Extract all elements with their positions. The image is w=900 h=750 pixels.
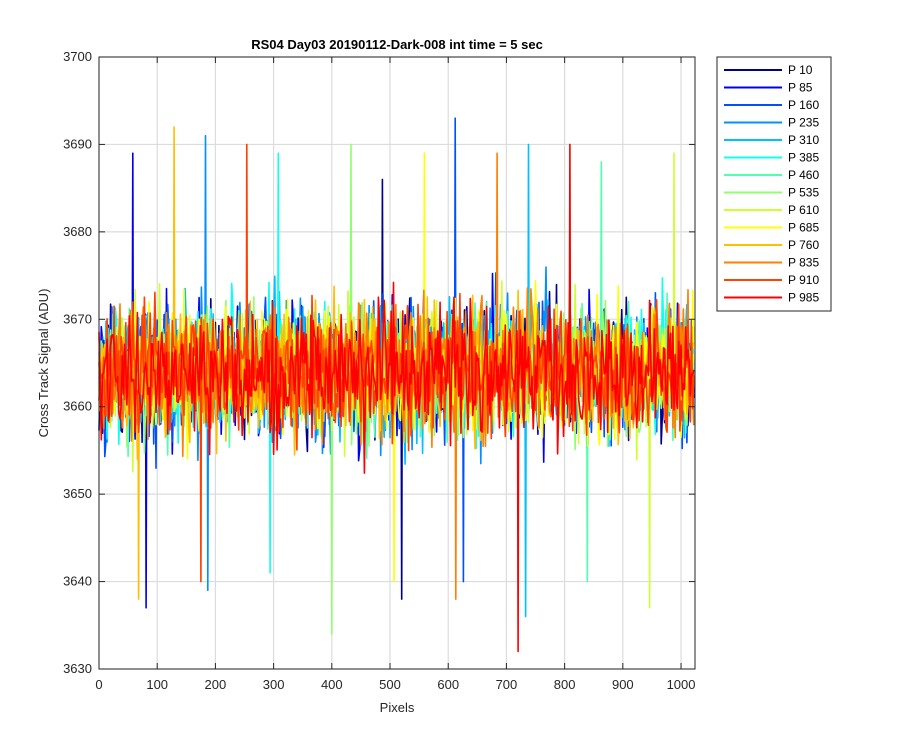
series-layer <box>98 117 695 653</box>
x-tick-label: 200 <box>205 677 227 692</box>
legend-label: P 610 <box>788 203 819 217</box>
legend-label: P 460 <box>788 168 819 182</box>
y-axis-label: Cross Track Signal (ADU) <box>36 289 51 438</box>
legend-label: P 160 <box>788 98 819 112</box>
y-tick-label: 3640 <box>63 574 92 589</box>
y-tick-label: 3660 <box>63 399 92 414</box>
legend: P 10 P 85 P 160 P 235 P 310 P 385 P 460 P 535 P … <box>716 56 832 312</box>
legend-box <box>716 56 832 312</box>
legend-label: P 535 <box>788 186 819 200</box>
legend-label: P 985 <box>788 291 819 305</box>
x-tick-label: 500 <box>379 677 401 692</box>
y-tick-label: 3630 <box>63 661 92 676</box>
y-tick-label: 3650 <box>63 486 92 501</box>
x-tick-label: 100 <box>146 677 168 692</box>
series-line-p-985 <box>98 143 695 653</box>
x-tick-label: 600 <box>437 677 459 692</box>
legend-label: P 760 <box>788 238 819 252</box>
y-tick-label: 3690 <box>63 136 92 151</box>
legend-label: P 835 <box>788 256 819 270</box>
y-tick-label: 3670 <box>63 311 92 326</box>
legend-label: P 385 <box>788 151 819 165</box>
y-tick-label: 3680 <box>63 224 92 239</box>
x-tick-label: 900 <box>612 677 634 692</box>
x-tick-label: 800 <box>554 677 576 692</box>
chart-title: RS04 Day03 20190112-Dark-008 int time = … <box>251 37 543 52</box>
legend-label: P 235 <box>788 116 819 130</box>
legend-label: P 10 <box>788 63 813 77</box>
x-axis-label: Pixels <box>380 700 415 715</box>
x-tick-label: 300 <box>263 677 285 692</box>
legend-label: P 85 <box>788 81 813 95</box>
x-tick-label: 0 <box>95 677 102 692</box>
x-tick-label: 700 <box>496 677 518 692</box>
legend-label: P 910 <box>788 273 819 287</box>
y-tick-label: 3700 <box>63 49 92 64</box>
legend-label: P 310 <box>788 133 819 147</box>
plot-frame <box>98 56 696 670</box>
tick-layer: 0 100 200 300 400 500 600 700 800 900 1000 3630 3640… <box>63 49 695 692</box>
x-tick-label: 400 <box>321 677 343 692</box>
legend-label: P 685 <box>788 221 819 235</box>
x-tick-label: 1000 <box>667 677 696 692</box>
